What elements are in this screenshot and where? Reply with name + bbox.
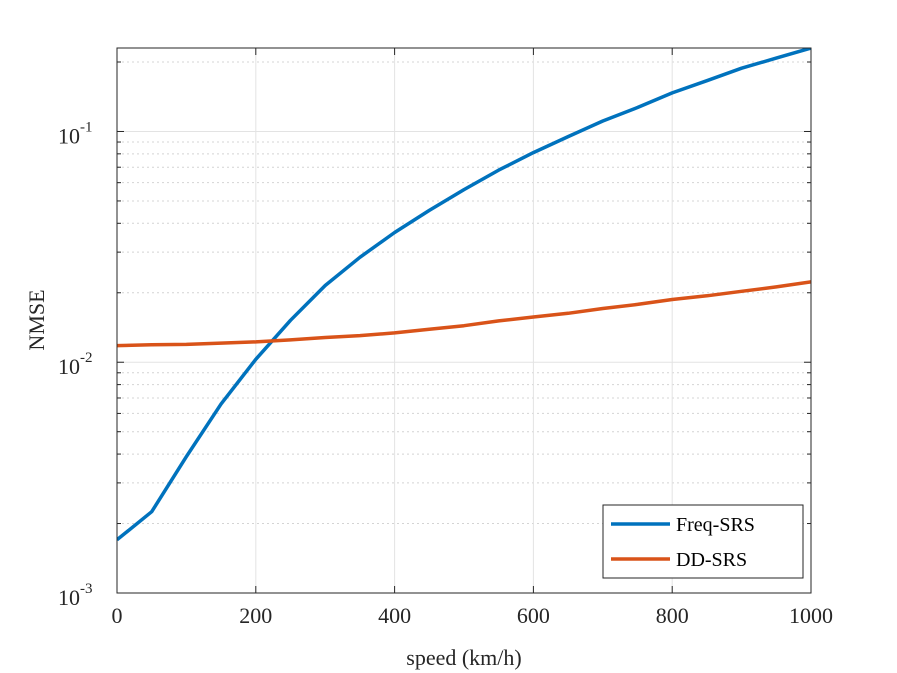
y-tick-labels: 10-3 10-2 10-1 (58, 119, 93, 610)
axes-box (116, 47, 812, 594)
x-axis-label: speed (km/h) (406, 645, 521, 670)
major-grid (117, 48, 811, 593)
minor-grid (117, 61, 811, 525)
y-tick-label: 10-2 (58, 350, 93, 379)
plot-area (117, 48, 811, 593)
legend-label: DD-SRS (676, 549, 747, 571)
y-axis-label: NMSE (24, 289, 49, 350)
series-line-freq-srs (117, 48, 811, 542)
x-tick-label: 400 (378, 603, 411, 628)
y-tick-label: 10-3 (58, 581, 93, 610)
series-line-dd-srs (117, 280, 811, 348)
x-tick-label: 600 (517, 603, 550, 628)
x-tick-label: 1000 (789, 603, 833, 628)
legend-label: Freq-SRS (676, 514, 755, 536)
y-tick-label: 10-1 (58, 119, 93, 148)
x-tick-labels: 0 200 400 600 800 1000 (112, 603, 834, 628)
legend: Freq-SRS DD-SRS (602, 504, 804, 579)
x-tick-label: 200 (239, 603, 272, 628)
x-tick-label: 800 (656, 603, 689, 628)
legend-box (602, 504, 804, 579)
series-lines (117, 48, 811, 542)
axis-ticks (116, 48, 812, 594)
x-tick-label: 0 (112, 603, 123, 628)
